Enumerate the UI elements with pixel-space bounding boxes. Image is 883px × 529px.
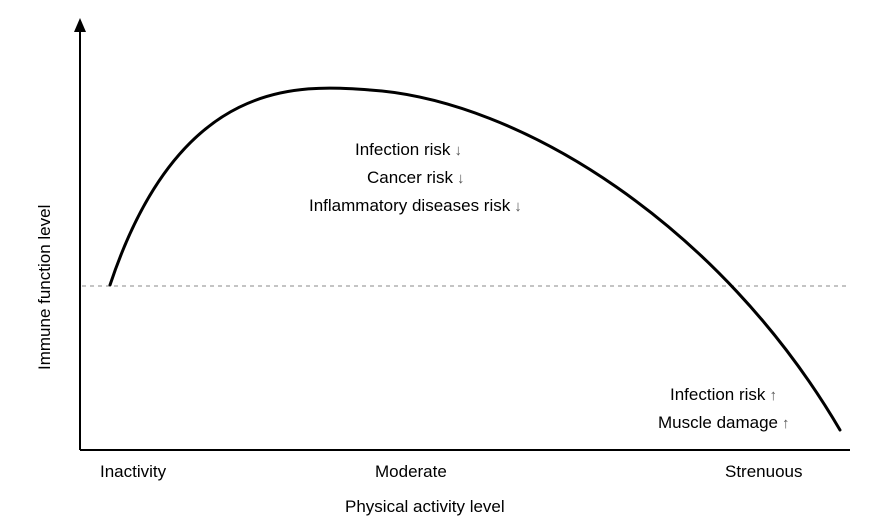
x-axis-label: Physical activity level bbox=[345, 497, 505, 517]
annotation-inflammatory-risk-down: Inflammatory diseases risk ↓ bbox=[309, 196, 522, 216]
arrow-up-icon: ↑ bbox=[769, 388, 777, 403]
annotation-cancer-risk-down: Cancer risk ↓ bbox=[367, 168, 464, 188]
annotation-infection-risk-up: Infection risk ↑ bbox=[670, 385, 777, 405]
arrow-down-icon: ↓ bbox=[457, 171, 465, 186]
arrow-up-icon: ↑ bbox=[782, 416, 790, 431]
x-tick-moderate: Moderate bbox=[375, 462, 447, 482]
x-tick-inactivity: Inactivity bbox=[100, 462, 166, 482]
annotation-text: Infection risk bbox=[670, 385, 765, 405]
y-axis-label: Immune function level bbox=[35, 205, 55, 370]
annotation-text: Cancer risk bbox=[367, 168, 453, 188]
annotation-text: Inflammatory diseases risk bbox=[309, 196, 510, 216]
annotation-muscle-damage-up: Muscle damage ↑ bbox=[658, 413, 790, 433]
annotation-infection-risk-down: Infection risk ↓ bbox=[355, 140, 462, 160]
chart-svg bbox=[0, 0, 883, 529]
x-tick-strenuous: Strenuous bbox=[725, 462, 803, 482]
annotation-text: Infection risk bbox=[355, 140, 450, 160]
arrow-down-icon: ↓ bbox=[514, 199, 522, 214]
annotation-text: Muscle damage bbox=[658, 413, 778, 433]
arrow-down-icon: ↓ bbox=[454, 143, 462, 158]
immune-activity-chart: Immune function level Physical activity … bbox=[0, 0, 883, 529]
